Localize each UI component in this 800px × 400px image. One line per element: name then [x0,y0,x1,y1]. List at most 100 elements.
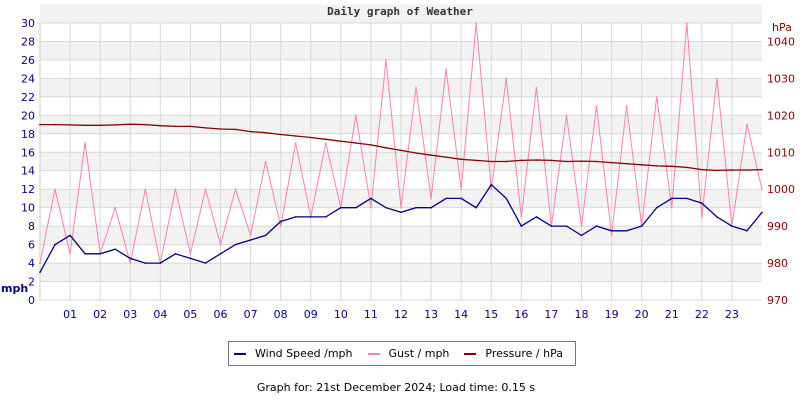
left-tick-label: 18 [21,128,35,141]
right-tick-label: 980 [767,257,788,270]
data-point [129,262,132,264]
data-point [430,197,432,200]
data-point [174,188,177,190]
data-point [685,166,688,169]
left-tick-label: 22 [21,91,35,104]
data-point [535,86,538,89]
left-tick-label: 16 [21,146,35,159]
data-point [189,253,192,255]
x-tick-label: 08 [274,308,288,321]
data-point [234,188,237,190]
data-point [655,96,658,98]
data-point [445,156,447,158]
data-point [565,225,568,227]
data-point [294,216,297,218]
data-point [761,188,763,190]
data-point [54,123,56,126]
data-point [475,159,478,162]
data-point [279,225,282,227]
data-point [550,159,553,162]
left-tick-label: 8 [28,220,35,233]
x-tick-label: 05 [183,308,197,321]
data-point [129,123,132,125]
data-point [580,234,583,237]
data-point [655,165,658,167]
data-point [625,105,628,107]
data-point [324,142,327,144]
data-point [475,206,478,209]
x-tick-label: 17 [544,308,558,321]
left-tick-label: 0 [28,294,35,307]
x-tick-label: 16 [514,308,528,321]
left-tick-label: 26 [21,54,35,67]
data-point [761,211,763,214]
wind-swatch [234,352,246,355]
right-tick-label: 1030 [767,72,795,85]
data-point [370,206,372,209]
data-point [159,124,162,127]
x-tick-label: 01 [63,308,77,321]
left-tick-label: 24 [21,72,35,85]
data-point [114,248,117,251]
data-point [716,169,718,172]
data-point [39,271,41,274]
data-point [731,169,733,171]
data-point [490,183,493,186]
left-tick-label: 10 [21,202,35,215]
data-point [655,206,658,209]
data-point [355,114,357,117]
left-axis-label: mph [1,282,28,295]
x-tick-label: 02 [93,308,107,321]
data-point [610,229,613,232]
data-point [400,211,402,214]
data-point [640,164,643,166]
data-point [355,142,357,144]
data-point [701,202,703,204]
x-tick-label: 09 [304,308,318,321]
data-point [670,206,673,209]
data-point [670,165,673,168]
data-point [761,168,763,171]
data-point [99,253,101,255]
data-point [400,206,402,209]
data-point [340,206,342,209]
data-point [279,133,282,136]
data-point [595,225,598,227]
data-point [159,262,162,264]
data-point [114,124,117,126]
legend-label: Pressure / hPa [485,347,563,360]
x-tick-label: 18 [575,308,589,321]
data-point [460,197,462,200]
data-point [249,130,252,133]
right-tick-label: 1010 [767,146,795,159]
footer-text: Graph for: 21st December 2024; Load time… [256,381,536,394]
right-axis-label: hPa [772,21,792,34]
data-point [490,188,493,190]
data-point [625,162,628,165]
data-point [746,229,748,232]
data-point [84,253,86,255]
right-tick-label: 1020 [767,109,795,122]
data-point [746,169,748,171]
data-point [460,188,462,190]
x-tick-label: 22 [695,308,709,321]
data-point [400,149,402,152]
data-point [340,140,342,142]
left-tick-label: 4 [28,257,35,270]
x-tick-label: 11 [364,308,378,321]
x-tick-label: 21 [665,308,679,321]
data-point [505,197,508,200]
data-point [204,262,207,264]
data-point [219,253,222,255]
data-point [565,114,568,117]
data-point [99,124,101,127]
data-point [385,147,387,149]
data-point [114,206,117,209]
data-point [670,197,673,200]
data-point [174,253,177,255]
gust-swatch [367,352,380,355]
data-point [39,123,41,126]
data-point [580,160,583,162]
left-tick-label: 20 [21,109,35,122]
data-point [39,262,41,264]
